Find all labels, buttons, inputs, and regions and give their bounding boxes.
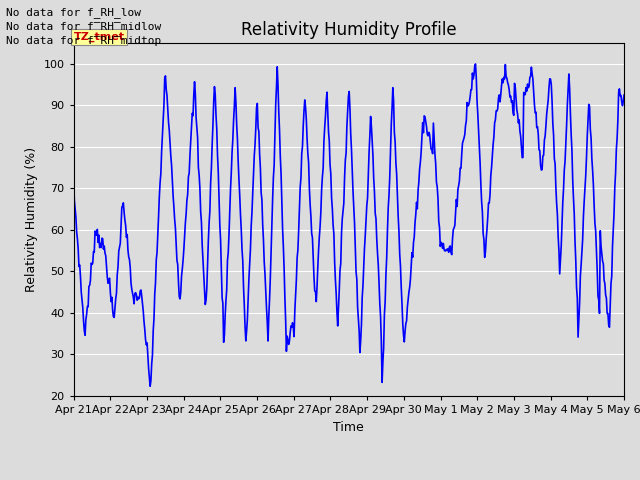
Y-axis label: Relativity Humidity (%): Relativity Humidity (%) <box>25 147 38 292</box>
Text: TZ_tmet: TZ_tmet <box>74 32 125 42</box>
Text: No data for f_RH_low: No data for f_RH_low <box>6 7 141 18</box>
Title: Relativity Humidity Profile: Relativity Humidity Profile <box>241 21 456 39</box>
Text: No data for f̅RH̅midlow: No data for f̅RH̅midlow <box>6 22 162 32</box>
X-axis label: Time: Time <box>333 420 364 433</box>
Text: No data for f̅RH̅midtop: No data for f̅RH̅midtop <box>6 36 162 46</box>
